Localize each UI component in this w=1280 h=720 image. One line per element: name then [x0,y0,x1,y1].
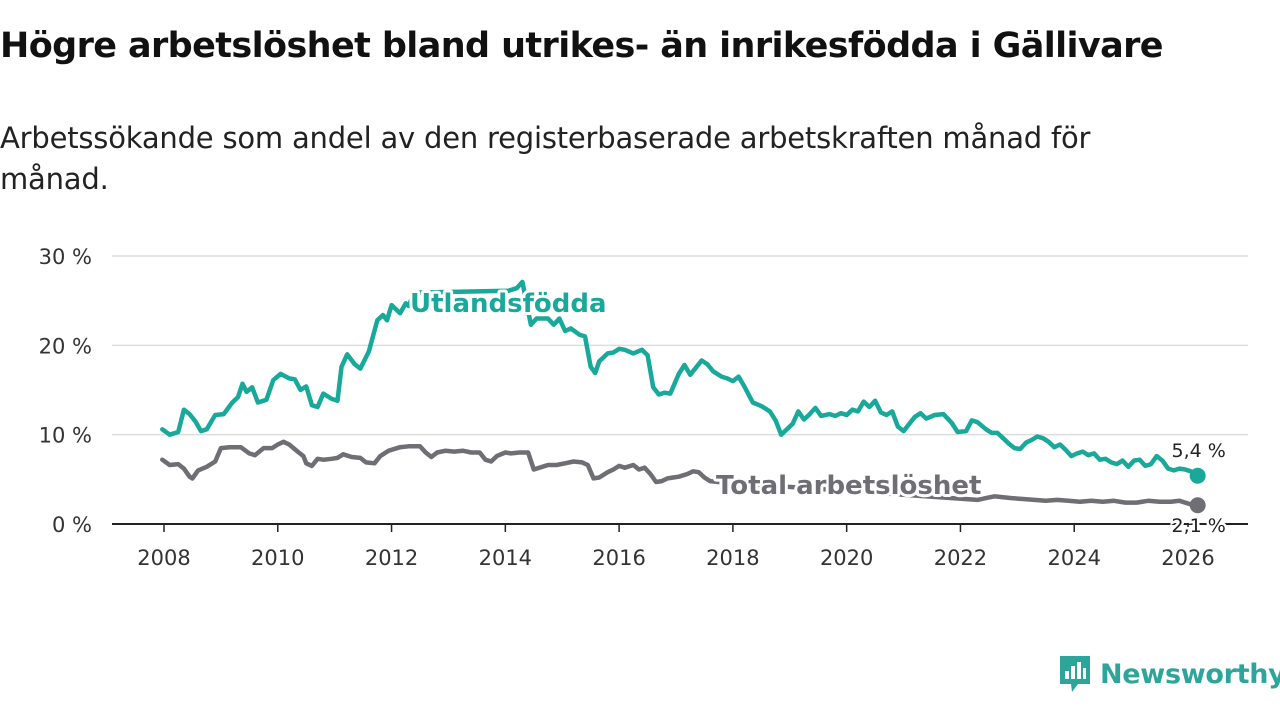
x-tick-label: 2022 [934,546,987,570]
x-tick-label: 2014 [479,546,532,570]
gridlines [112,255,1248,436]
series-line-utlandsfodda [160,279,1200,479]
y-tick-label: 10 % [39,424,92,448]
series-label-utlandsfodda: Utlandsfödda [410,289,607,319]
end-point-total-arbetsloshet [1189,497,1206,514]
brand-name: Newsworthy [1100,658,1280,690]
series-line-total-arbetsloshet [160,439,1200,508]
end-point-utlandsfodda [1189,467,1206,484]
end-label-utlandsfodda: 5,4 % [1172,440,1226,462]
y-tick-label: 30 % [39,245,92,269]
axes: 0 % 10 % 20 % 30 % 2008 2010 2012 2014 2016 2018 2… [39,245,1248,570]
x-tick-label: 2020 [820,546,873,570]
brand-logo[interactable]: Newsworthy [1058,654,1280,694]
x-tick-label: 2008 [137,546,190,570]
series-labels: Utlandsfödda Total arbetslöshet 5,4 % 2,1 % [407,286,1228,540]
x-tick-label: 2010 [251,546,304,570]
series-label-total-arbetsloshet: Total arbetslöshet [716,471,981,501]
newsworthy-logo-icon [1060,656,1090,692]
x-tick-label: 2026 [1161,546,1214,570]
series-lines [160,279,1206,514]
chart-subtitle: Arbetssökande som andel av den registerb… [0,121,1091,196]
chart-title: Högre arbetslöshet bland utrikes- än inr… [0,26,1164,66]
x-tick-label: 2024 [1047,546,1100,570]
end-label-total-arbetsloshet: 2,1 % [1172,515,1226,537]
x-tick-label: 2016 [592,546,645,570]
y-tick-label: 0 % [52,513,92,537]
x-tick-label: 2012 [365,546,418,570]
y-tick-label: 20 % [39,334,92,358]
x-tick-label: 2018 [706,546,759,570]
